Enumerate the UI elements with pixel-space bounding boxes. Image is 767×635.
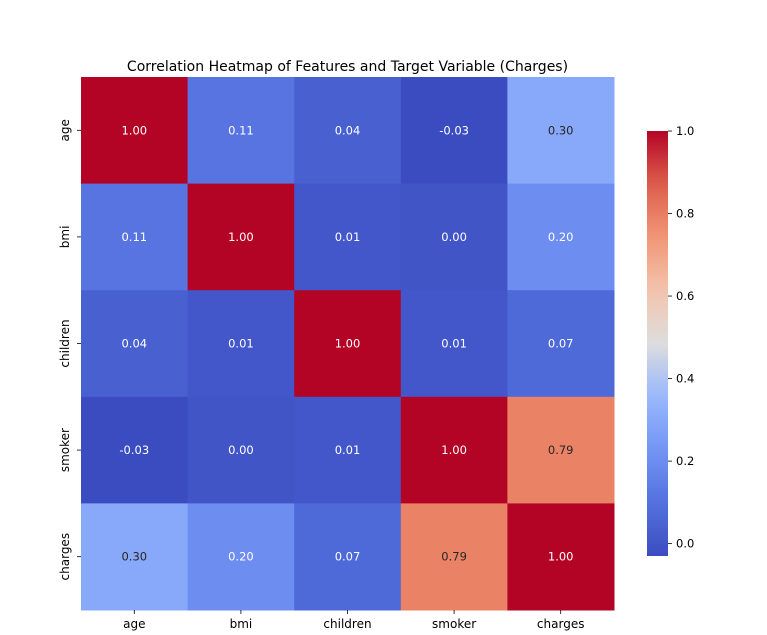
cell-value-label: -0.03 bbox=[439, 123, 469, 137]
heatmap-cell bbox=[400, 396, 508, 504]
colorbar: 0.0 0.2 0.4 0.6 0.8 1.0 bbox=[647, 124, 694, 556]
heatmap-cell bbox=[81, 503, 189, 611]
cell-value-label: 0.04 bbox=[121, 337, 147, 351]
colorbar-tick-label: 0.4 bbox=[676, 372, 694, 386]
colorbar-tick-label: 1.0 bbox=[676, 124, 694, 138]
heatmap-cell bbox=[294, 183, 402, 291]
colorbar-tick-label: 0.0 bbox=[676, 537, 694, 551]
cell-value-label: 0.11 bbox=[228, 123, 254, 137]
x-tick-label: charges bbox=[537, 617, 585, 631]
colorbar-gradient bbox=[647, 131, 668, 556]
x-tick-label: age bbox=[123, 617, 145, 631]
colorbar-tick-label: 0.2 bbox=[676, 454, 694, 468]
chart-title: Correlation Heatmap of Features and Targ… bbox=[127, 59, 568, 75]
heatmap-cell bbox=[187, 396, 295, 504]
cell-value-label: 0.20 bbox=[548, 230, 574, 244]
heatmap-cell bbox=[294, 396, 402, 504]
cell-value-label: 0.30 bbox=[121, 550, 147, 564]
heatmap-cells bbox=[81, 77, 615, 611]
heatmap-cell bbox=[507, 503, 615, 611]
x-tick-label: bmi bbox=[230, 617, 253, 631]
heatmap-cell bbox=[400, 503, 508, 611]
cell-value-label: 1.00 bbox=[121, 123, 147, 137]
heatmap-cell bbox=[400, 290, 508, 398]
heatmap-cell bbox=[507, 77, 615, 185]
colorbar-tick-label: 0.6 bbox=[676, 289, 694, 303]
cell-value-label: -0.03 bbox=[119, 443, 149, 457]
cell-value-label: 1.00 bbox=[548, 550, 574, 564]
x-tick-label: smoker bbox=[432, 617, 476, 631]
heatmap-cell bbox=[507, 183, 615, 291]
cell-value-label: 0.79 bbox=[441, 550, 467, 564]
x-tick-label: children bbox=[323, 617, 371, 631]
heatmap-cell bbox=[187, 290, 295, 398]
heatmap-cell bbox=[400, 183, 508, 291]
heatmap-cell-labels: 1.00 0.11 0.04 -0.03 0.30 0.11 1.00 0.01 0.00 0.2… bbox=[119, 123, 573, 563]
cell-value-label: 0.07 bbox=[335, 550, 361, 564]
y-tick-label: charges bbox=[58, 533, 72, 581]
x-axis: age bmi children smoker charges bbox=[123, 610, 584, 631]
heatmap-cell bbox=[81, 290, 189, 398]
cell-value-label: 0.30 bbox=[548, 123, 574, 137]
cell-value-label: 0.01 bbox=[228, 337, 254, 351]
y-tick-label: bmi bbox=[58, 226, 72, 249]
cell-value-label: 0.04 bbox=[335, 123, 361, 137]
heatmap-cell bbox=[294, 77, 402, 185]
y-axis: age bmi children smoker charges bbox=[58, 119, 81, 580]
cell-value-label: 1.00 bbox=[441, 443, 467, 457]
heatmap-cell bbox=[187, 77, 295, 185]
heatmap-cell bbox=[187, 503, 295, 611]
heatmap-cell bbox=[81, 396, 189, 504]
heatmap-cell bbox=[81, 77, 189, 185]
cell-value-label: 0.01 bbox=[335, 230, 361, 244]
heatmap-cell bbox=[400, 77, 508, 185]
heatmap-cell bbox=[187, 183, 295, 291]
cell-value-label: 0.79 bbox=[548, 443, 574, 457]
heatmap-cell bbox=[507, 396, 615, 504]
colorbar-tick-label: 0.8 bbox=[676, 207, 694, 221]
cell-value-label: 0.20 bbox=[228, 550, 254, 564]
heatmap-cell bbox=[294, 503, 402, 611]
heatmap-cell bbox=[81, 183, 189, 291]
cell-value-label: 0.00 bbox=[228, 443, 254, 457]
y-tick-label: smoker bbox=[58, 428, 72, 472]
cell-value-label: 1.00 bbox=[335, 337, 361, 351]
heatmap-cell bbox=[507, 290, 615, 398]
cell-value-label: 1.00 bbox=[228, 230, 254, 244]
cell-value-label: 0.11 bbox=[121, 230, 147, 244]
cell-value-label: 0.01 bbox=[335, 443, 361, 457]
heatmap-cell bbox=[294, 290, 402, 398]
cell-value-label: 0.00 bbox=[441, 230, 467, 244]
y-tick-label: age bbox=[58, 119, 72, 141]
cell-value-label: 0.01 bbox=[441, 337, 467, 351]
cell-value-label: 0.07 bbox=[548, 337, 574, 351]
y-tick-label: children bbox=[58, 319, 72, 367]
